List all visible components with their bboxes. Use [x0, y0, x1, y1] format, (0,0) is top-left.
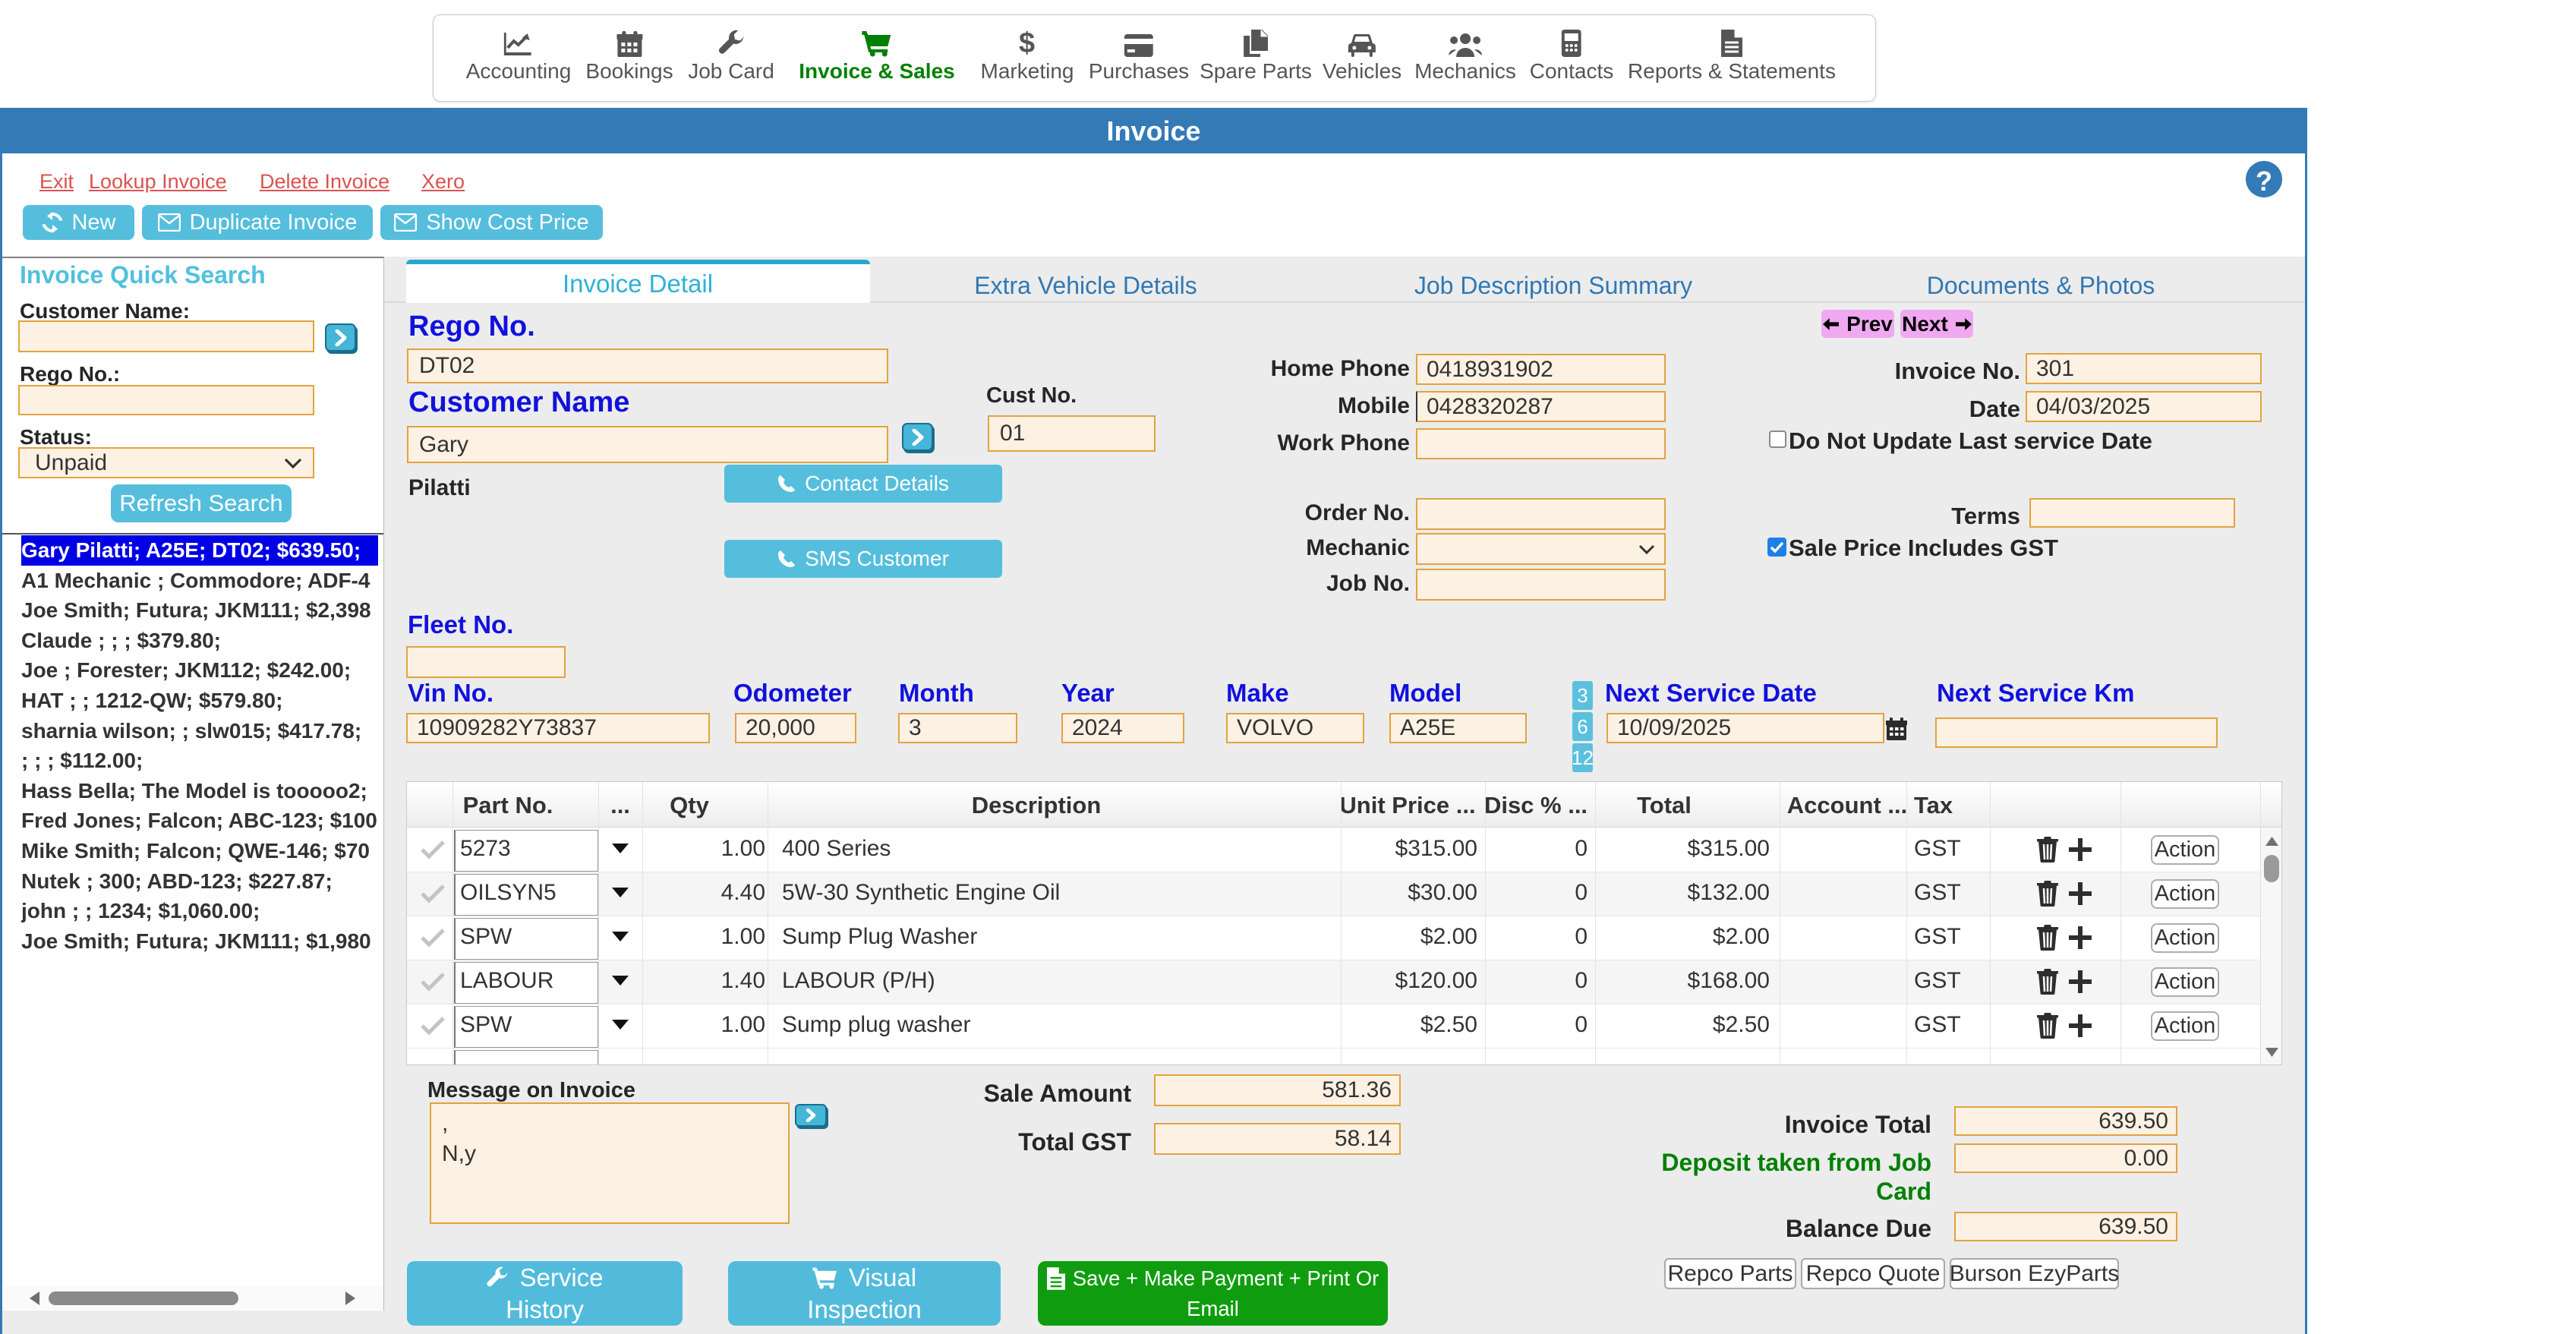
svg-text:$: $ — [1019, 30, 1035, 57]
